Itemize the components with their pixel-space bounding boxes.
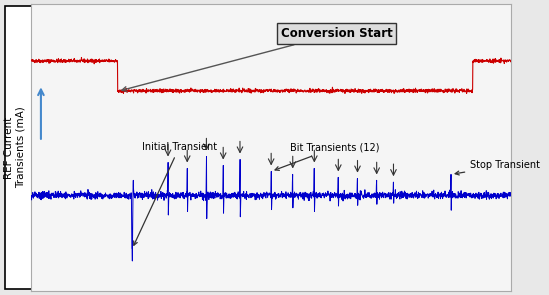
Text: Stop Transient: Stop Transient: [455, 160, 540, 175]
Text: Bit Transients (12): Bit Transients (12): [275, 142, 380, 171]
Text: Initial Transient: Initial Transient: [134, 142, 217, 245]
Y-axis label: REF Current
Transients (mA): REF Current Transients (mA): [4, 106, 26, 189]
Text: Conversion Start: Conversion Start: [122, 27, 393, 91]
